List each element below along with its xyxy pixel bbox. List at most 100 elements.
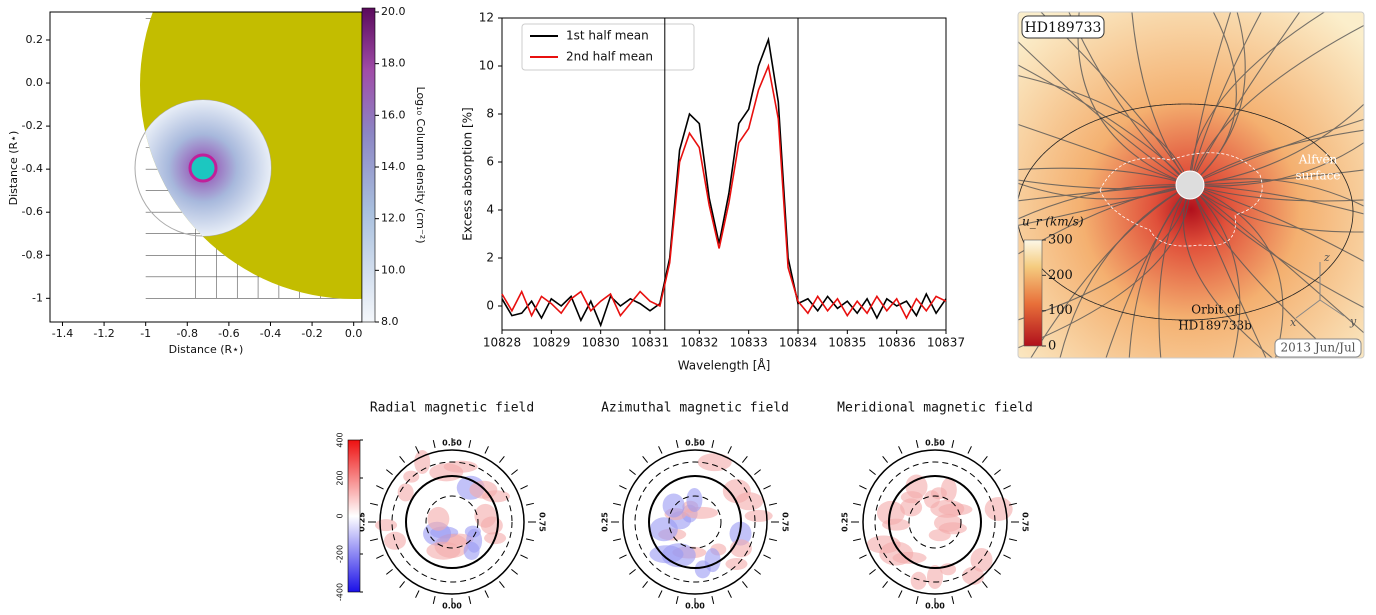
field-line [1189,88,1364,186]
panel-title: Meridional magnetic field [837,401,1033,416]
phase-label: 0.00 [442,602,462,611]
phase-tick [432,439,436,449]
field-patch [686,488,703,513]
colorbar-label: Log₁₀ Column density (cm⁻²) [414,87,427,244]
phase-tick [852,538,862,542]
y-tick-label: 12 [479,11,494,25]
phase-tick [967,446,972,454]
y-axis-label: Excess absorption [%] [461,107,475,240]
x-axis-label: Distance (R⋆) [169,343,244,356]
axis-z: z [1323,251,1330,264]
y-tick-label: 0 [486,299,494,313]
field-line [1189,184,1364,311]
field-patch [744,509,773,522]
outer-ring [379,449,525,595]
phase-tick [675,439,679,449]
phase-tick [994,469,1001,476]
phase-tick [376,554,384,559]
map-art [134,12,362,299]
colorbar [347,439,361,593]
orbit-label: HD189733b [1178,319,1252,333]
phase-tick [468,595,472,605]
x-tick-label: -0.4 [260,327,281,340]
field-patch [426,541,461,560]
phase-tick [468,439,472,449]
phase-tick [386,568,393,575]
phase-label: 0.75 [538,512,547,532]
field-patch [427,506,450,531]
field-patch [694,560,711,579]
phase-tick [525,538,535,542]
legend [521,23,695,71]
field-patch [397,483,414,502]
phase-tick [511,568,518,575]
field-line [1018,33,1191,186]
field-patch [697,453,732,472]
field-line [1018,119,1191,200]
x-tick-label: 10831 [631,336,669,350]
orbit-label: Orbit of [1191,303,1240,317]
field-line [1189,12,1364,186]
y-tick-label: -1 [32,291,43,304]
field-line [1127,184,1191,358]
equator [405,475,499,569]
field-line [1018,184,1191,311]
phase-tick [520,485,528,490]
phase-tick [498,456,505,463]
field-line [1189,12,1291,186]
field-patch [900,498,923,517]
phase-label: 0.75 [1021,512,1030,532]
field-line [1189,12,1252,186]
phase-label: 0.25 [601,512,610,532]
phase-label: 0.50 [442,439,462,448]
phase-tick [915,595,919,605]
field-patch [403,470,420,483]
colorbar-tick-label: 200 [336,470,345,485]
phase-tick [741,581,748,588]
field-patch [375,519,398,532]
field-line [1018,88,1191,186]
x-tick-label: -1.2 [93,327,114,340]
field-patch [928,529,951,542]
phase-tick [981,581,988,588]
field-line [1018,184,1191,251]
colorbar-tick-label: 300 [1048,233,1073,248]
field-patch [926,565,943,589]
phase-tick [768,538,778,542]
panel-title: Radial magnetic field [370,401,534,416]
x-tick-label: -1 [140,327,151,340]
y-tick-label: 0.2 [26,33,44,46]
phase-label: 0.25 [358,512,367,532]
y-tick-label: -0.2 [22,119,43,132]
x-tick-label: 10834 [779,336,817,350]
y-tick-label: 0.0 [26,76,44,89]
colorbar-tick-label: 0 [1048,339,1056,354]
phase-tick [898,446,903,454]
phase-tick [1003,554,1011,559]
colorbar-tick-label: 12.0 [381,212,406,225]
x-axis-label: Wavelength [Å] [678,358,771,373]
field-line [1189,59,1364,187]
x-tick-label: 10828 [483,336,521,350]
phase-tick [484,590,489,598]
outer-ring [862,449,1008,595]
phase-tick [869,568,876,575]
phase-tick [711,595,715,605]
x-tick-label: -0.8 [177,327,198,340]
phase-tick [498,581,505,588]
phase-tick [658,590,663,598]
field-patch [962,566,985,585]
phase-tick [981,456,988,463]
legend-label: 2nd half mean [566,50,653,64]
y-tick-label: 4 [486,203,494,217]
x-tick-label: 10832 [680,336,718,350]
phase-tick [525,502,535,506]
field-line [1018,59,1191,186]
phase-tick [629,469,636,476]
y-tick-label: 8 [486,107,494,121]
y-tick-label: -0.4 [22,162,43,175]
colorbar-tick-label: 0 [336,513,345,518]
phase-tick [967,590,972,598]
colorbar-tick-label: 400 [336,432,345,447]
